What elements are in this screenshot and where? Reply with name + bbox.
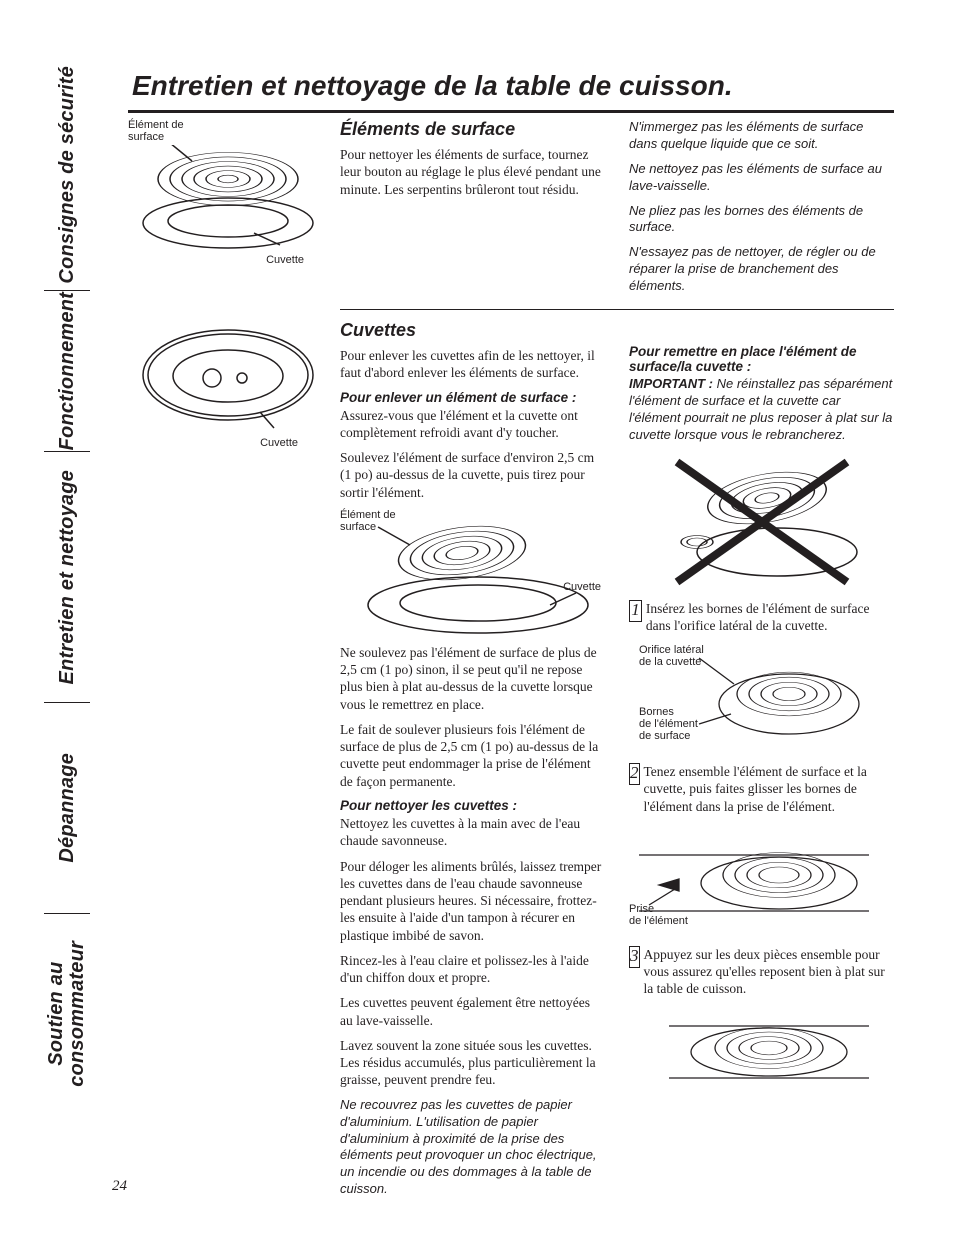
warning: N'immergez pas les éléments de surface d… <box>629 119 894 153</box>
para: Lavez souvent la zone située sous les cu… <box>340 1037 605 1089</box>
heading-cuvettes: Cuvettes <box>340 320 605 341</box>
callout-cuvette: Cuvette <box>128 254 304 266</box>
step-number-icon: 2 <box>629 763 640 785</box>
page: Consignes de sécurité Fonctionnement Ent… <box>0 0 954 1235</box>
step-number-icon: 1 <box>629 600 642 622</box>
para: Soulevez l'élément de surface d'environ … <box>340 449 605 501</box>
important-lead: IMPORTANT : <box>629 376 713 391</box>
callout-element: Élément de surface <box>128 119 340 143</box>
figure-step2: Prise de l'élément <box>629 825 894 930</box>
para: Assurez-vous que l'élément et la cuvette… <box>340 407 605 442</box>
callout-bornes: Bornes de l'élément de surface <box>639 706 698 742</box>
tab-label: Entretien et nettoyage <box>57 470 78 684</box>
step-2: 2 Tenez ensemble l'élément de surface et… <box>629 763 894 815</box>
para: Rincez-les à l'eau claire et polissez-le… <box>340 952 605 987</box>
tab-depannage: Dépannage <box>44 702 90 913</box>
para: Les cuvettes peuvent également être nett… <box>340 994 605 1029</box>
para: Pour enlever les cuvettes afin de les ne… <box>340 347 605 382</box>
warning-foil: Ne recouvrez pas les cuvettes de papier … <box>340 1097 605 1198</box>
section-elements: Élément de surface <box>128 119 894 303</box>
tab-soutien: Soutien au consommateur <box>44 913 90 1114</box>
title-rule <box>128 110 894 113</box>
section-rule <box>340 309 894 310</box>
figure-step3 <box>669 1008 869 1088</box>
section-cuvettes: Cuvette Cuvettes Pour enlever les cuvett… <box>128 320 894 1206</box>
tab-securite: Consignes de sécurité <box>44 60 90 290</box>
step-text: Insérez les bornes de l'élément de surfa… <box>646 600 894 635</box>
warning: Ne pliez pas les bornes des éléments de … <box>629 203 894 237</box>
figure-drip-pan: Cuvette <box>128 320 340 1206</box>
tab-label: Consignes de sécurité <box>57 66 78 284</box>
important-note: IMPORTANT : Ne réinstallez pas séparémen… <box>629 376 894 444</box>
subheading-clean: Pour nettoyer les cuvettes : <box>340 798 605 813</box>
step-text: Appuyez sur les deux pièces ensemble pou… <box>644 946 895 998</box>
heading-elements: Éléments de surface <box>340 119 605 140</box>
step-text: Tenez ensemble l'élément de surface et l… <box>644 763 895 815</box>
tab-label: Fonctionnement <box>57 292 78 450</box>
para: Pour nettoyer les éléments de surface, t… <box>340 146 605 198</box>
subheading-remove: Pour enlever un élément de surface : <box>340 390 605 405</box>
figure-lift-coil: Élément de surface <box>340 509 605 644</box>
callout-orifice: Orifice latéral de la cuvette <box>639 644 704 668</box>
para: Nettoyez les cuvettes à la main avec de … <box>340 815 605 850</box>
step-3: 3 Appuyez sur les deux pièces ensemble p… <box>629 946 894 998</box>
tab-fonctionnement: Fonctionnement <box>44 290 90 451</box>
callout-cuvette: Cuvette <box>563 581 601 593</box>
para: Ne soulevez pas l'élément de surface de … <box>340 644 605 713</box>
tab-label: Dépannage <box>57 753 78 863</box>
warning: N'essayez pas de nettoyer, de régler ou … <box>629 244 894 295</box>
callout-prise: Prise de l'élément <box>629 903 688 927</box>
tab-label: Soutien au consommateur <box>46 941 88 1087</box>
callout-element: Élément de surface <box>340 509 396 533</box>
para: Pour déloger les aliments brûlés, laisse… <box>340 858 605 944</box>
coil-svg <box>128 145 328 255</box>
page-title: Entretien et nettoyage de la table de cu… <box>132 70 894 102</box>
figure-step1: Orifice latéral de la cuvette Bornes de … <box>639 644 894 759</box>
subheading-replace: Pour remettre en place l'élément de surf… <box>629 344 894 374</box>
main-content: Entretien et nettoyage de la table de cu… <box>128 70 894 1206</box>
figure-coil-and-pan: Élément de surface <box>128 119 340 303</box>
pan-svg <box>128 320 328 440</box>
figure-do-not <box>657 452 867 592</box>
step-1: 1 Insérez les bornes de l'élément de sur… <box>629 600 894 635</box>
warning: Ne nettoyez pas les éléments de surface … <box>629 161 894 195</box>
page-number: 24 <box>112 1178 127 1195</box>
step-number-icon: 3 <box>629 946 640 968</box>
tab-entretien: Entretien et nettoyage <box>44 451 90 702</box>
side-tabs: Consignes de sécurité Fonctionnement Ent… <box>44 60 90 1180</box>
para: Le fait de soulever plusieurs fois l'élé… <box>340 721 605 790</box>
